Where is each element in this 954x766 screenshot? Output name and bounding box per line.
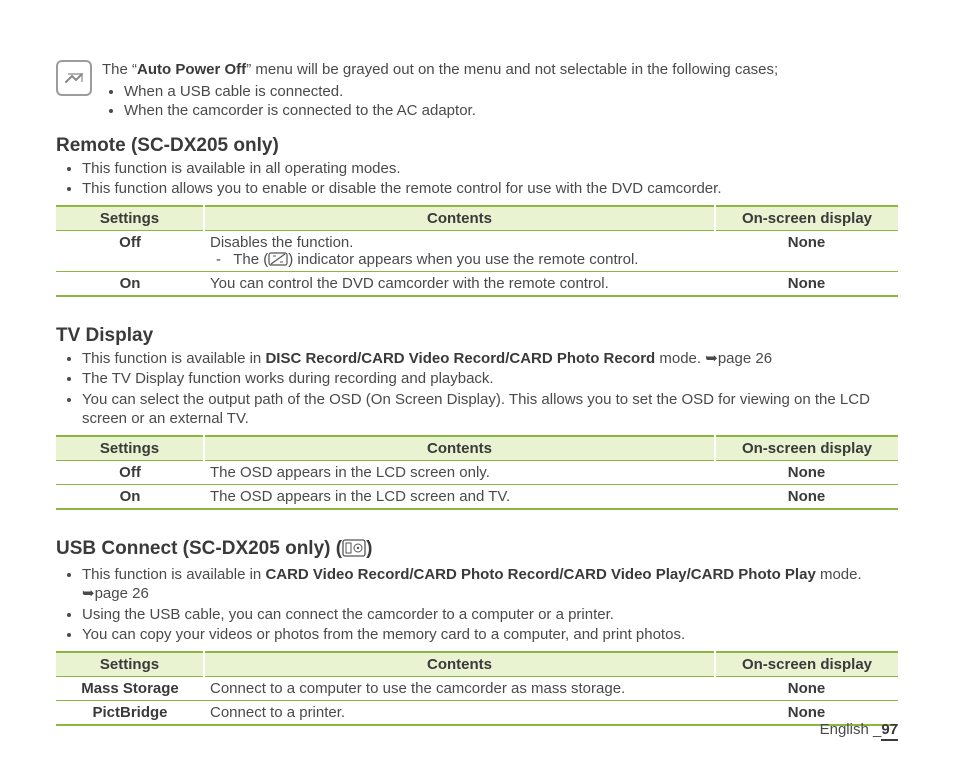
note-bullet: When a USB cable is connected. [124,82,778,102]
table-header: Contents [204,206,715,231]
cell-setting: Off [56,230,204,271]
cell-osd: None [715,460,898,484]
section-title: Remote (SC-DX205 only) [56,135,898,157]
table-header: On-screen display [715,206,898,231]
table-header: Settings [56,436,204,461]
section-title-tail: ) [366,538,372,559]
table-header: Contents [204,652,715,677]
note-text: The “Auto Power Off” menu will be grayed… [102,60,778,121]
section-bullet: This function is available in DISC Recor… [82,349,898,369]
table-row: OffThe OSD appears in the LCD screen onl… [56,460,898,484]
cell-contents: Connect to a computer to use the camcord… [204,676,715,700]
section-bullet: This function allows you to enable or di… [82,179,898,199]
cell-setting: PictBridge [56,700,204,725]
note-block: The “Auto Power Off” menu will be grayed… [56,60,898,121]
table-header: Settings [56,652,204,677]
page: The “Auto Power Off” menu will be grayed… [0,0,954,766]
cell-contents: The OSD appears in the LCD screen and TV… [204,484,715,509]
section-bullet: The TV Display function works during rec… [82,369,898,389]
note-bullets: When a USB cable is connected. When the … [102,82,778,121]
section-title-text: USB Connect (SC-DX205 only) ( [56,538,342,559]
cell-contents: Connect to a printer. [204,700,715,725]
section-title: TV Display [56,325,898,347]
note-bold: Auto Power Off [137,61,246,78]
cell-contents: The OSD appears in the LCD screen only. [204,460,715,484]
cell-contents: You can control the DVD camcorder with t… [204,271,715,296]
table-row: PictBridgeConnect to a printer.None [56,700,898,725]
cell-osd: None [715,676,898,700]
cell-osd: None [715,484,898,509]
note-lead: The “ [102,61,137,78]
section-title: USB Connect (SC-DX205 only) () [56,538,898,563]
cell-osd: None [715,271,898,296]
cell-contents: Disables the function.- The () indicator… [204,230,715,271]
card-mode-icon [342,539,366,563]
note-tail: ” menu will be grayed out on the menu an… [246,61,778,78]
settings-table: SettingsContentsOn-screen displayOffThe … [56,435,898,510]
settings-table: SettingsContentsOn-screen displayOffDisa… [56,205,898,297]
section-bullet: This function is available in all operat… [82,159,898,179]
table-row: OffDisables the function.- The () indica… [56,230,898,271]
cell-setting: Off [56,460,204,484]
section-spacer [56,297,898,315]
section-bullets: This function is available in all operat… [56,159,898,199]
section-bullet: You can select the output path of the OS… [82,390,898,429]
section-title-text: Remote (SC-DX205 only) [56,135,279,156]
page-footer: English _97 [820,721,898,738]
table-row: Mass StorageConnect to a computer to use… [56,676,898,700]
section-bullets: This function is available in CARD Video… [56,565,898,645]
table-header: Contents [204,436,715,461]
footer-page: 97 [881,721,898,741]
note-icon [56,60,92,96]
section-bullet: This function is available in CARD Video… [82,565,898,604]
table-header: On-screen display [715,436,898,461]
footer-lang: English [820,721,869,738]
table-row: OnYou can control the DVD camcorder with… [56,271,898,296]
section-bullet: You can copy your videos or photos from … [82,625,898,645]
note-bullet: When the camcorder is connected to the A… [124,101,778,121]
cell-setting: Mass Storage [56,676,204,700]
section-bullet: Using the USB cable, you can connect the… [82,605,898,625]
cell-setting: On [56,271,204,296]
cell-osd: None [715,230,898,271]
table-header: Settings [56,206,204,231]
settings-table: SettingsContentsOn-screen displayMass St… [56,651,898,726]
section-bullets: This function is available in DISC Recor… [56,349,898,429]
section-spacer [56,510,898,528]
table-row: OnThe OSD appears in the LCD screen and … [56,484,898,509]
table-header: On-screen display [715,652,898,677]
cell-setting: On [56,484,204,509]
section-title-text: TV Display [56,325,153,346]
